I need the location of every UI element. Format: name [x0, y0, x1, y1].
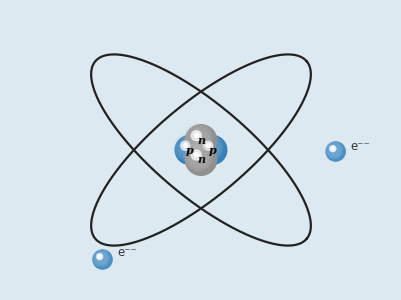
Text: p: p: [185, 145, 193, 155]
Circle shape: [203, 141, 212, 150]
Text: e⁻⁻: e⁻⁻: [349, 140, 369, 153]
Circle shape: [185, 125, 216, 156]
Circle shape: [92, 250, 109, 266]
Circle shape: [198, 136, 226, 164]
Circle shape: [324, 141, 342, 159]
Circle shape: [191, 130, 201, 141]
Circle shape: [331, 147, 334, 150]
Circle shape: [183, 142, 212, 171]
Circle shape: [325, 142, 342, 158]
Circle shape: [329, 146, 335, 152]
Circle shape: [185, 144, 216, 175]
Circle shape: [180, 141, 189, 150]
Circle shape: [194, 133, 198, 138]
Circle shape: [191, 150, 201, 160]
Circle shape: [325, 142, 344, 161]
Text: p: p: [208, 145, 216, 155]
Circle shape: [183, 143, 187, 148]
Circle shape: [96, 254, 102, 260]
Text: n: n: [196, 154, 205, 165]
Circle shape: [98, 255, 101, 258]
Circle shape: [184, 124, 211, 151]
Circle shape: [184, 143, 211, 171]
Circle shape: [93, 250, 112, 269]
Circle shape: [92, 249, 109, 267]
Circle shape: [174, 135, 199, 160]
Circle shape: [194, 152, 198, 157]
Text: n: n: [196, 135, 205, 146]
Circle shape: [183, 123, 212, 152]
Circle shape: [197, 135, 222, 160]
Text: e⁻⁻: e⁻⁻: [117, 247, 137, 260]
Circle shape: [196, 134, 223, 161]
Circle shape: [175, 136, 203, 164]
Circle shape: [206, 143, 210, 148]
Circle shape: [173, 134, 200, 161]
